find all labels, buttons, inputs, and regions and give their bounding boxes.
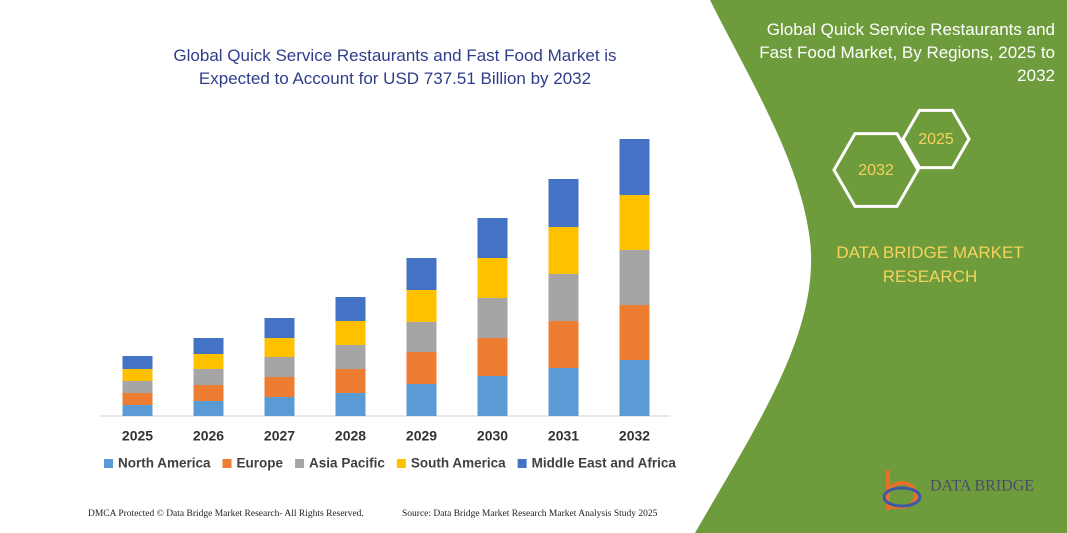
x-tick-label: 2031: [548, 428, 579, 444]
bar-segment: [335, 297, 366, 321]
hexagon: [832, 132, 920, 208]
bar-segment: [264, 338, 295, 357]
bar-segment: [406, 258, 437, 290]
bar-segment: [122, 369, 153, 381]
bar-segment: [619, 250, 650, 305]
bar-segment: [264, 318, 295, 338]
brand-text: DATA BRIDGE MARKET RESEARCH: [836, 243, 1024, 286]
bar-segment: [335, 369, 366, 393]
footer-left: DMCA Protected © Data Bridge Market Rese…: [88, 509, 364, 519]
bar-segment: [619, 305, 650, 360]
legend-label: Europe: [237, 456, 284, 471]
bar-segment: [193, 354, 224, 369]
x-tick-label: 2026: [193, 428, 224, 444]
bar-segment: [406, 322, 437, 352]
legend-label: Middle East and Africa: [532, 456, 677, 471]
bar-segment: [335, 321, 366, 345]
bar-segment: [477, 376, 508, 416]
bar-segment: [335, 345, 366, 369]
legend-label: North America: [118, 456, 211, 471]
legend-label: South America: [411, 456, 506, 471]
panel-title: Global Quick Service Restaurants and Fas…: [759, 20, 1055, 85]
bar-segment: [406, 352, 437, 384]
bar-segment: [193, 369, 224, 385]
bar-segment: [548, 227, 579, 274]
x-tick-label: 2032: [619, 428, 650, 444]
green-panel: [695, 0, 1067, 533]
bar-segment: [548, 274, 579, 321]
bar-segment: [193, 385, 224, 401]
x-tick-label: 2027: [264, 428, 295, 444]
bar-segment: [477, 218, 508, 258]
footer-right: Source: Data Bridge Market Research Mark…: [402, 509, 658, 519]
legend-swatch: [396, 459, 406, 468]
bar-segment: [122, 405, 153, 416]
bar-segment: [406, 290, 437, 322]
x-tick-label: 2029: [406, 428, 437, 444]
bar-segment: [619, 360, 650, 416]
legend-swatch: [222, 459, 232, 468]
bar-segment: [477, 338, 508, 376]
bar-segment: [619, 139, 650, 195]
bar-segment: [548, 179, 579, 227]
chart-title: Global Quick Service Restaurants and Fas…: [173, 46, 617, 88]
x-tick-label: 2028: [335, 428, 366, 444]
legend-swatch: [295, 459, 305, 468]
bar-segment: [193, 401, 224, 416]
legend-label: Asia Pacific: [309, 456, 385, 471]
bar-segment: [548, 368, 579, 416]
bar-segment: [122, 381, 153, 393]
hex-label: 2025: [918, 131, 954, 148]
bar-segment: [122, 393, 153, 405]
bar-segment: [193, 338, 224, 354]
logo-icon: [882, 470, 922, 510]
hexagon: [901, 108, 971, 170]
bar-segment: [477, 298, 508, 338]
legend-swatch: [517, 459, 527, 468]
logo-text: DATA BRIDGE: [930, 478, 1034, 495]
bar-segment: [619, 195, 650, 250]
bar-segment: [264, 377, 295, 397]
hex-label: 2032: [858, 162, 894, 179]
bar-segment: [335, 393, 366, 416]
x-tick-label: 2030: [477, 428, 508, 444]
bar-segment: [406, 384, 437, 416]
legend-swatch: [104, 459, 113, 468]
x-tick-label: 2025: [122, 428, 153, 444]
bar-segment: [264, 357, 295, 377]
bar-segment: [264, 397, 295, 416]
bar-segment: [548, 321, 579, 368]
bar-segment: [477, 258, 508, 298]
bar-segment: [122, 356, 153, 369]
